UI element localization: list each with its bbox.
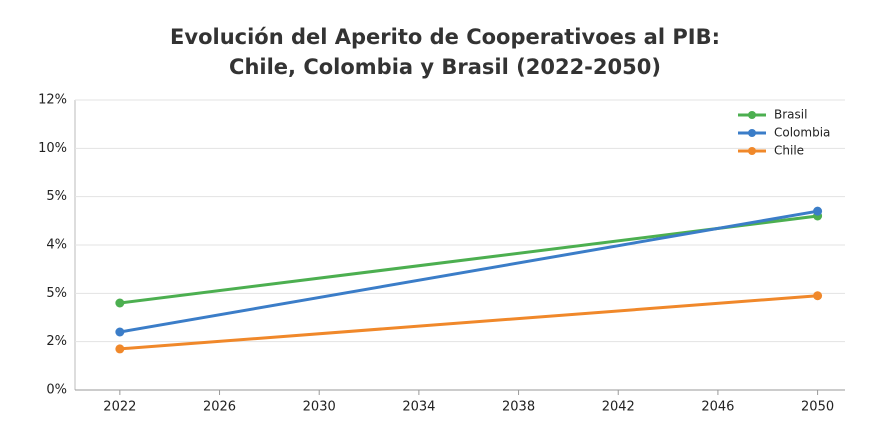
x-tick-label: 2046 bbox=[701, 400, 734, 415]
legend-marker bbox=[748, 129, 756, 137]
x-tick-label: 2042 bbox=[602, 400, 635, 415]
series-line bbox=[119, 209, 818, 334]
series-line bbox=[119, 294, 818, 351]
legend-marker bbox=[748, 147, 756, 155]
legend-label: Chile bbox=[774, 144, 804, 158]
y-tick-label: 4% bbox=[46, 238, 67, 253]
y-tick-label: 5% bbox=[46, 286, 67, 301]
y-tick-label: 0% bbox=[46, 383, 67, 398]
x-tick-label: 2030 bbox=[303, 400, 336, 415]
point bbox=[115, 327, 125, 337]
point bbox=[115, 298, 125, 308]
y-tick-label: 2% bbox=[46, 334, 67, 349]
y-tick-label: 12% bbox=[38, 93, 67, 108]
x-tick-label: 2050 bbox=[801, 400, 834, 415]
point bbox=[813, 206, 823, 216]
point bbox=[813, 291, 823, 301]
point bbox=[115, 344, 125, 354]
chart-title: Evolución del Aperito de Cooperativoes a… bbox=[170, 25, 720, 49]
legend-label: Brasil bbox=[774, 108, 807, 122]
y-tick-label: 5% bbox=[46, 189, 67, 204]
x-tick-label: 2038 bbox=[502, 400, 535, 415]
x-tick-label: 2022 bbox=[103, 400, 136, 415]
legend-label: Colombia bbox=[774, 126, 830, 140]
x-tick-label: 2034 bbox=[402, 400, 435, 415]
y-tick-label: 10% bbox=[38, 141, 67, 156]
chart-subtitle: Chile, Colombia y Brasil (2022-2050) bbox=[229, 55, 661, 79]
x-tick-label: 2026 bbox=[203, 400, 236, 415]
legend-marker bbox=[748, 111, 756, 119]
